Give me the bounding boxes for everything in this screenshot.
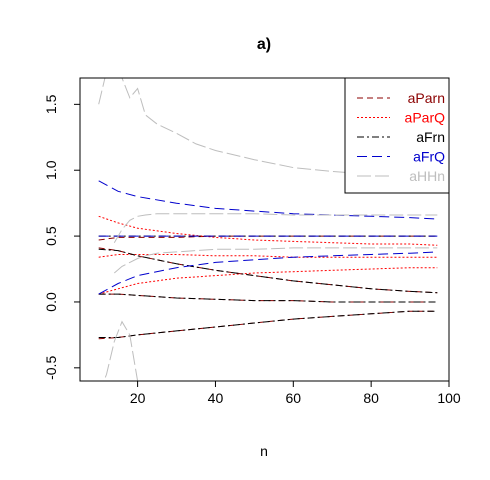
series-line-aFrQ bbox=[98, 180, 438, 220]
series-line-aParQ bbox=[98, 267, 438, 295]
series-line-aFrn bbox=[98, 310, 438, 338]
legend-label: aParQ bbox=[405, 110, 446, 126]
legend-label: aParn bbox=[408, 90, 445, 106]
y-axis: -0.5 0.0 0.5 1.0 1.5 bbox=[43, 94, 80, 380]
legend: aParn aParQ aFrn aFrQ aHHn bbox=[344, 77, 450, 194]
series-line-aFrQ bbox=[98, 251, 438, 295]
x-tick-label: 20 bbox=[130, 390, 146, 406]
series-line-aFrn bbox=[98, 293, 438, 303]
legend-label: aFrQ bbox=[413, 149, 445, 165]
legend-label: aHHn bbox=[409, 168, 445, 184]
legend-label: aFrn bbox=[416, 129, 445, 145]
y-tick-label: -0.5 bbox=[43, 356, 59, 380]
chart-title: a) bbox=[257, 36, 271, 53]
series-line-aHHn bbox=[113, 213, 438, 243]
series-line-aParn bbox=[98, 235, 438, 241]
x-tick-label: 60 bbox=[286, 390, 302, 406]
series-line-aHHn bbox=[113, 247, 438, 274]
series-line-aHHn bbox=[103, 320, 139, 381]
y-tick-label: 0.5 bbox=[43, 226, 59, 246]
series-line-aParQ bbox=[98, 215, 438, 246]
x-tick-label: 80 bbox=[363, 390, 379, 406]
y-tick-label: 0.0 bbox=[43, 292, 59, 312]
x-axis: 20 40 60 80 100 bbox=[130, 381, 461, 406]
series-layer bbox=[98, 78, 438, 381]
x-axis-label: n bbox=[260, 443, 268, 459]
plot-frame bbox=[79, 77, 450, 382]
series-line-aFrn bbox=[98, 248, 438, 294]
y-tick-label: 1.0 bbox=[43, 160, 59, 180]
x-tick-label: 100 bbox=[437, 390, 461, 406]
series-line-aParn bbox=[98, 310, 438, 340]
x-tick-label: 40 bbox=[208, 390, 224, 406]
y-tick-label: 1.5 bbox=[43, 94, 59, 114]
legend-box bbox=[344, 77, 450, 194]
